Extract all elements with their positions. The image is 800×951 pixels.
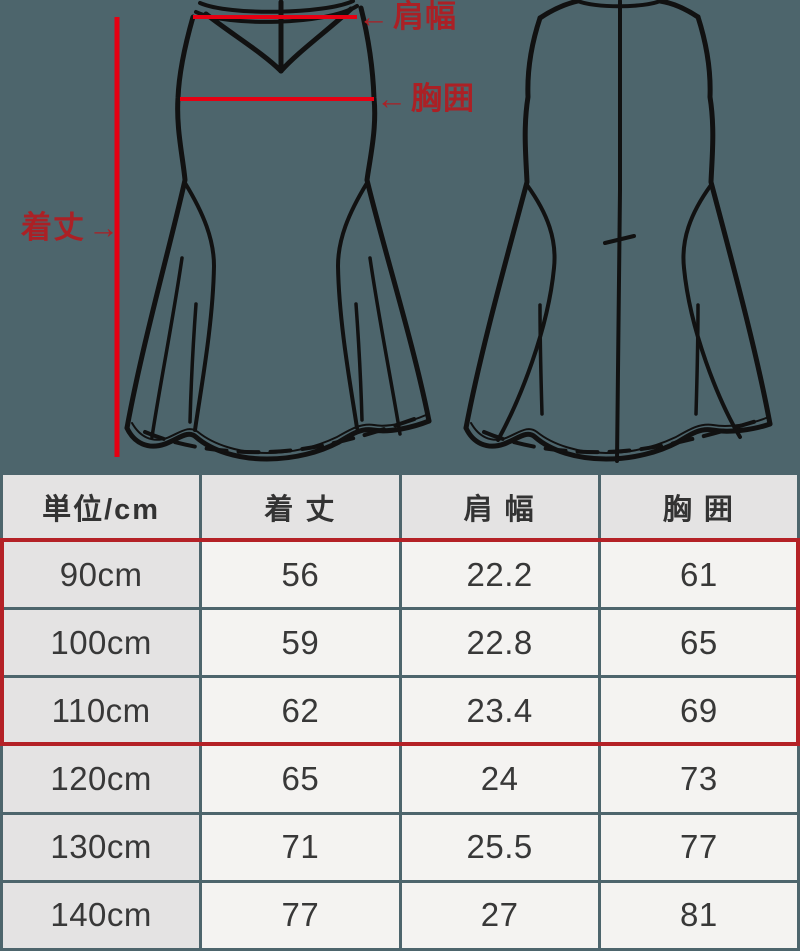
- table-header-shoulder: 肩 幅: [401, 475, 598, 539]
- table-cell: 69: [600, 678, 797, 744]
- table-cell: 25.5: [401, 814, 598, 880]
- table-row-size: 110cm: [3, 678, 200, 744]
- chest-annotation: ← 胸囲: [376, 83, 475, 115]
- table-cell: 71: [202, 814, 399, 880]
- measurement-lines: [114, 15, 374, 457]
- dress-illustration: [114, 0, 773, 463]
- size-table: 単位/cm 着 丈 肩 幅 胸 囲 90cm 56 22.2 61 100cm …: [0, 472, 800, 951]
- table-cell: 61: [600, 542, 797, 608]
- length-annotation: 着丈 →: [21, 212, 120, 244]
- table-cell: 77: [202, 882, 399, 948]
- table-row-size: 120cm: [3, 746, 200, 812]
- table-cell: 27: [401, 882, 598, 948]
- table-cell: 77: [600, 814, 797, 880]
- table-row-size: 140cm: [3, 882, 200, 948]
- dress-front-illustration: [124, 0, 432, 462]
- table-header-chest: 胸 囲: [600, 475, 797, 539]
- table-cell: 62: [202, 678, 399, 744]
- chest-label: 胸囲: [411, 81, 475, 116]
- table-cell: 65: [600, 610, 797, 676]
- dress-back-illustration: [463, 0, 773, 463]
- table-row-size: 130cm: [3, 814, 200, 880]
- table-cell: 59: [202, 610, 399, 676]
- arrow-right-icon: →: [88, 210, 120, 245]
- table-cell: 73: [600, 746, 797, 812]
- size-diagram: ← 肩幅 ← 胸囲 着丈 →: [0, 0, 800, 472]
- table-header-length: 着 丈: [202, 475, 399, 539]
- table-row-size: 100cm: [3, 610, 200, 676]
- shoulder-width-annotation: ← 肩幅: [358, 1, 457, 33]
- length-label: 着丈: [21, 210, 85, 245]
- table-row-size: 90cm: [3, 542, 200, 608]
- table-cell: 23.4: [401, 678, 598, 744]
- table-cell: 22.2: [401, 542, 598, 608]
- table-cell: 22.8: [401, 610, 598, 676]
- table-cell: 81: [600, 882, 797, 948]
- arrow-left-icon: ←: [376, 81, 408, 116]
- arrow-left-icon: ←: [358, 0, 390, 34]
- table-cell: 24: [401, 746, 598, 812]
- table-cell: 65: [202, 746, 399, 812]
- table-header-unit: 単位/cm: [3, 475, 200, 539]
- shoulder-width-label: 肩幅: [393, 0, 457, 34]
- table-cell: 56: [202, 542, 399, 608]
